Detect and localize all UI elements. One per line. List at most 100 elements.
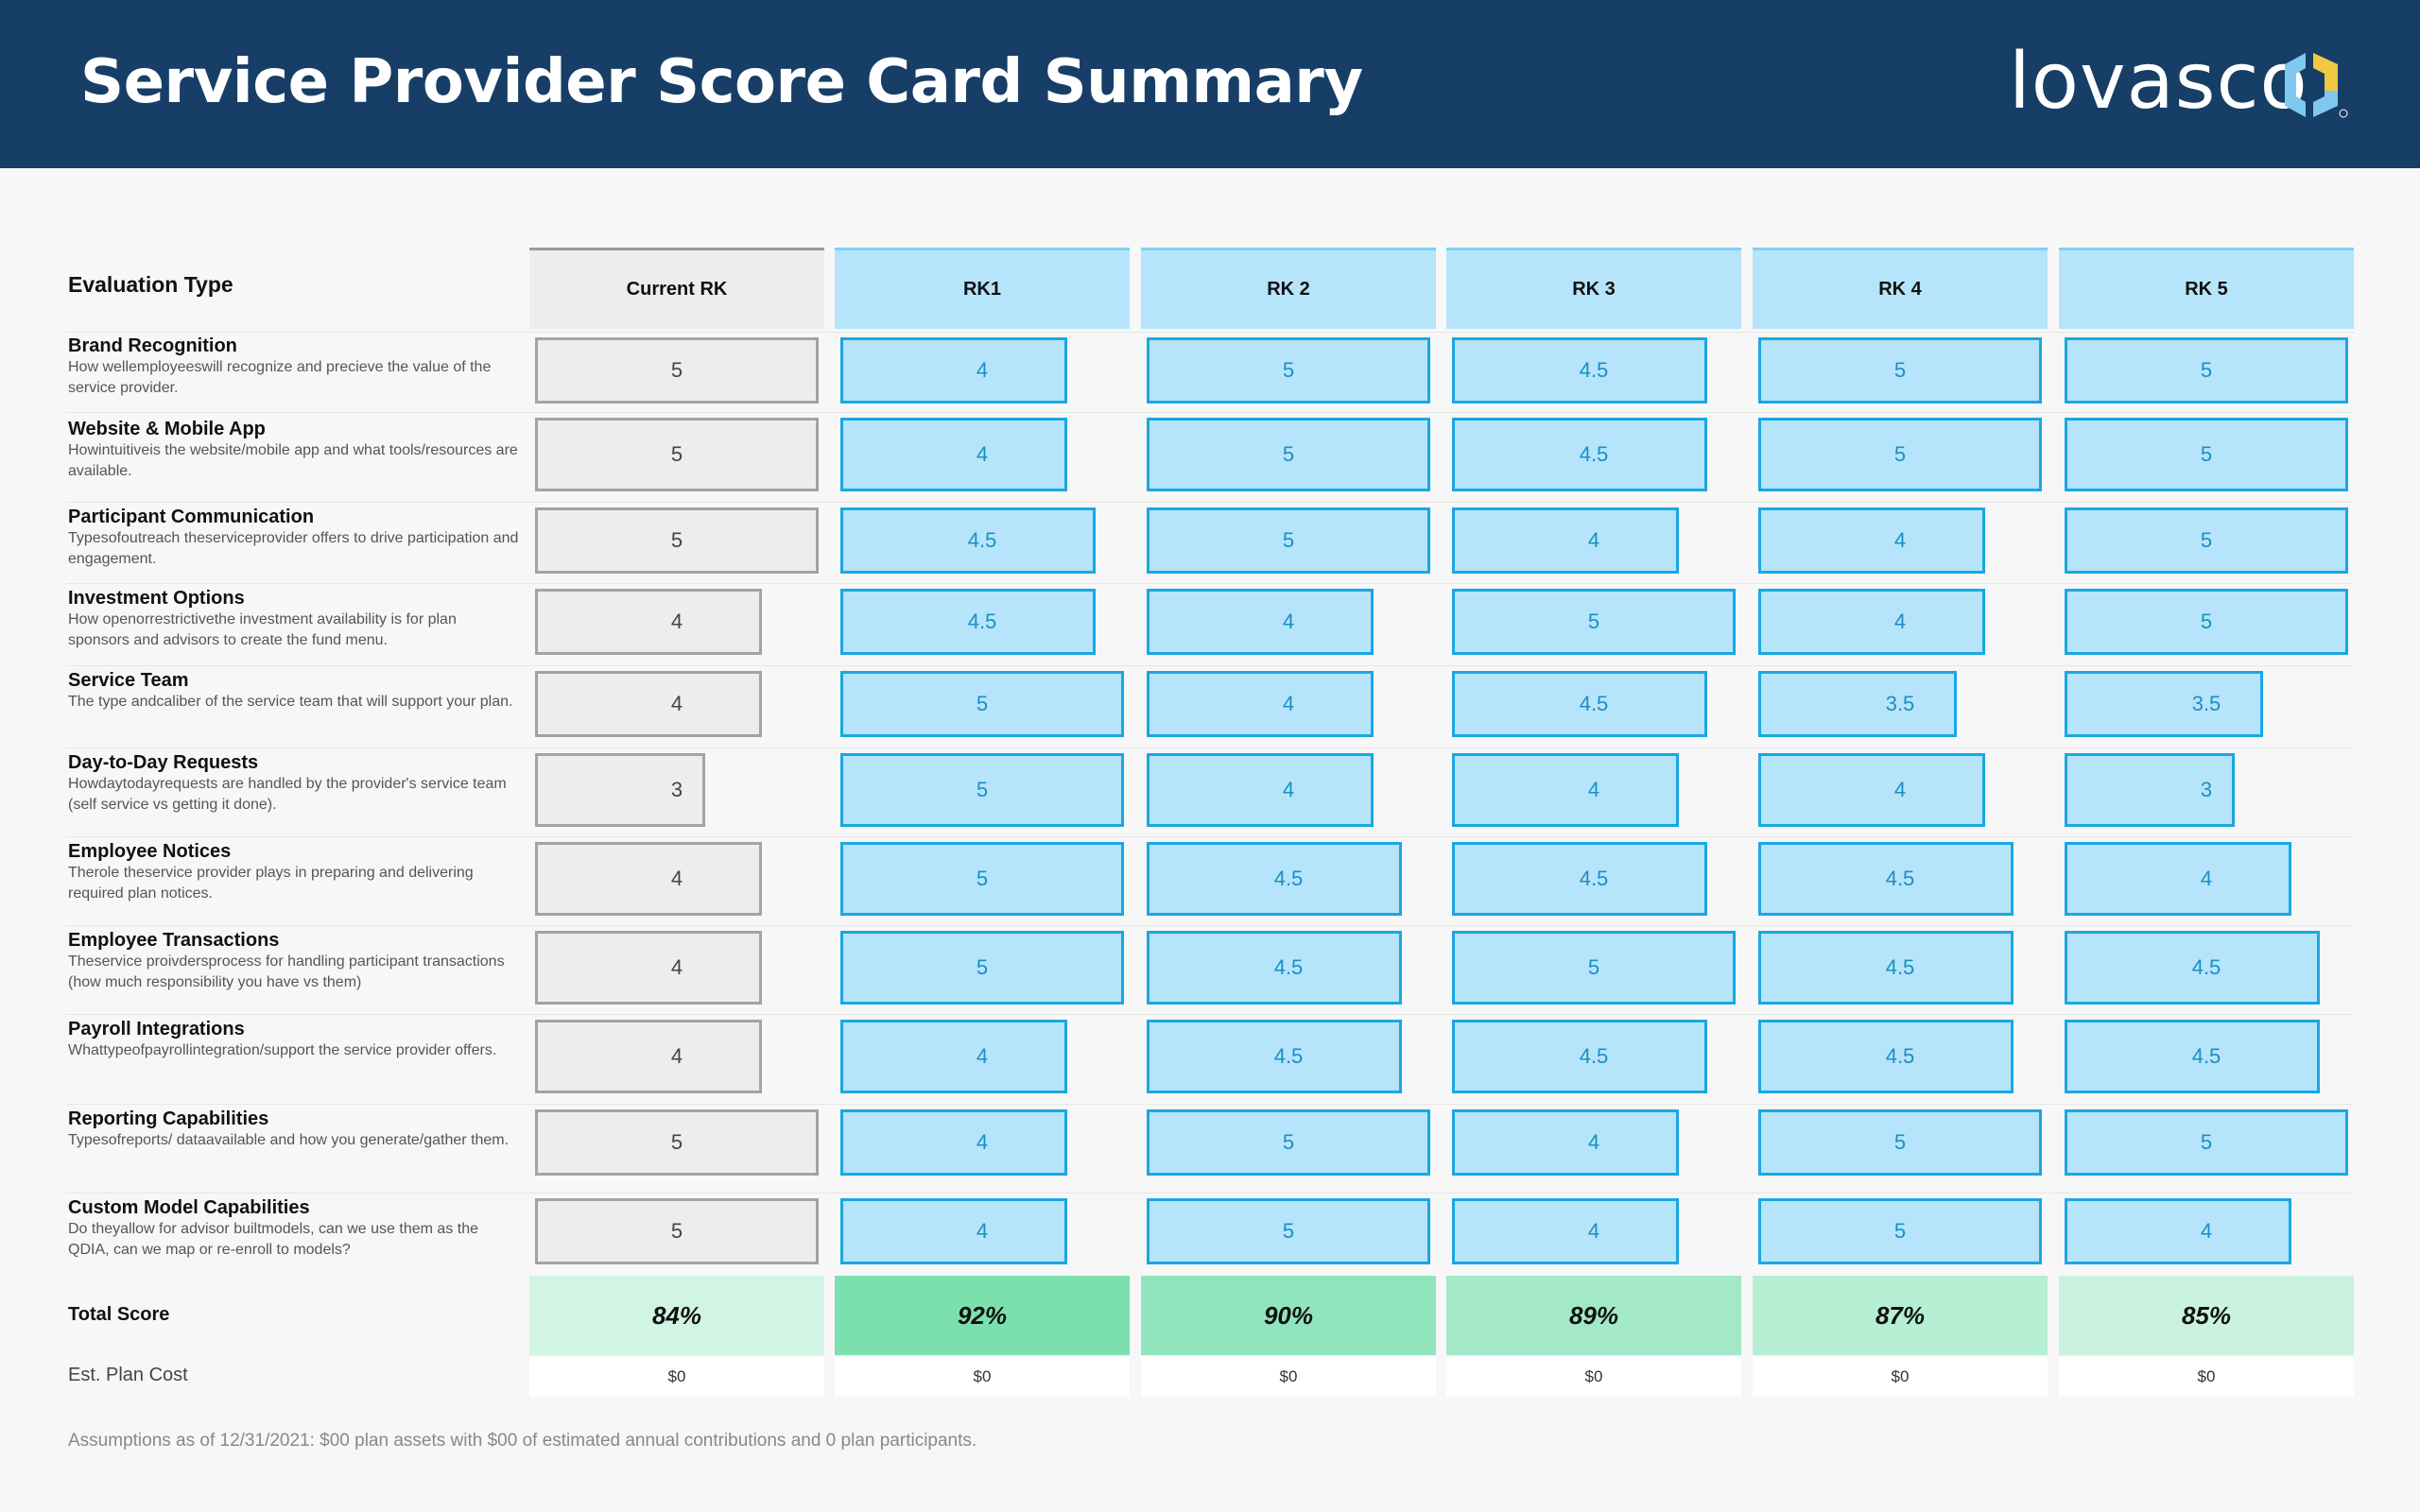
evaluation-title: Reporting Capabilities [68, 1108, 269, 1129]
score-bar: 4 [2065, 842, 2291, 916]
score-value: 4 [670, 955, 683, 979]
score-value: 4 [976, 1219, 989, 1243]
score-value: 5 [976, 867, 989, 890]
score-value: 4 [2200, 867, 2213, 890]
score-bar: 4 [1758, 589, 1985, 655]
score-value: 3 [2200, 778, 2213, 801]
score-bar: 4.5 [1758, 1020, 2014, 1093]
evaluation-title: Investment Options [68, 588, 245, 609]
row-divider [66, 836, 2354, 837]
evaluation-title: Custom Model Capabilities [68, 1197, 310, 1218]
score-bar: 5 [840, 671, 1124, 737]
score-bar: 4.5 [1147, 1020, 1402, 1093]
total-score-value: 85% [2059, 1276, 2354, 1355]
column-header-rk1: RK1 [835, 248, 1130, 329]
evaluation-row-label: Employee Transactions Theservice proivder… [68, 929, 522, 993]
evaluation-row-label: Employee Notices Therole theservice provi… [68, 840, 522, 904]
score-value: 5 [2200, 358, 2213, 382]
score-bar: 4 [535, 1020, 762, 1093]
score-value: 5 [670, 528, 683, 552]
evaluation-title: Participant Communication [68, 507, 315, 527]
score-bar: 5 [535, 1198, 819, 1264]
score-value: 4 [1282, 610, 1295, 633]
score-value: 3 [670, 778, 683, 801]
evaluation-row-label: Day-to-Day Requests Howdaytodayrequests a… [68, 751, 522, 816]
score-bar: 5 [840, 842, 1124, 916]
score-value: 4 [670, 692, 683, 715]
score-bar: 5 [535, 337, 819, 404]
evaluation-row-label: Custom Model Capabilities Do theyallow fo… [68, 1196, 522, 1261]
evaluation-title: Brand Recognition [68, 335, 237, 356]
score-value: 5 [1282, 1219, 1295, 1243]
score-bar: 4 [535, 842, 762, 916]
score-value: 5 [1282, 442, 1295, 466]
score-bar: 4 [1147, 671, 1374, 737]
score-bar: 5 [1758, 337, 2042, 404]
score-value: 4 [670, 867, 683, 890]
column-header-rk4: RK 4 [1753, 248, 2048, 329]
score-value: 5 [976, 778, 989, 801]
score-bar: 4 [1452, 1109, 1679, 1176]
score-value: 5 [1893, 1130, 1907, 1154]
column-header-rk5: RK 5 [2059, 248, 2354, 329]
score-bar: 4 [840, 418, 1067, 491]
evaluation-row-label: Brand Recognition How wellemployeeswill r… [68, 335, 522, 399]
score-bar: 4 [840, 1020, 1067, 1093]
score-bar: 4.5 [1147, 931, 1402, 1005]
score-bar: 5 [1147, 337, 1430, 404]
total-score-value: 84% [529, 1276, 824, 1355]
plan-cost-value: $0 [1141, 1357, 1436, 1397]
score-bar: 5 [2065, 589, 2348, 655]
plan-cost-value: $0 [1753, 1357, 2048, 1397]
score-bar: 4.5 [2065, 931, 2320, 1005]
score-bar: 4.5 [1758, 931, 2014, 1005]
score-value: 4 [1893, 610, 1907, 633]
score-bar: 4.5 [1452, 671, 1707, 737]
score-value: 3.5 [2191, 692, 2221, 715]
score-bar: 4 [535, 671, 762, 737]
score-bar: 4 [535, 931, 762, 1005]
row-divider [66, 1014, 2354, 1015]
row-divider [66, 332, 2354, 333]
score-bar: 4 [840, 337, 1067, 404]
score-value: 4 [1587, 528, 1600, 552]
score-value: 4 [670, 610, 683, 633]
score-bar: 4 [1758, 507, 1985, 574]
score-bar: 5 [2065, 507, 2348, 574]
score-value: 5 [2200, 1130, 2213, 1154]
score-value: 4.5 [1885, 1044, 1915, 1068]
score-value: 4.5 [1579, 1044, 1609, 1068]
score-bar: 4.5 [1452, 842, 1707, 916]
score-value: 4 [1587, 1130, 1600, 1154]
score-value: 5 [670, 1130, 683, 1154]
score-value: 4.5 [967, 610, 997, 633]
score-value: 4.5 [1273, 867, 1304, 890]
evaluation-row-label: Participant Communication Typesofoutreach… [68, 506, 522, 570]
score-bar: 4.5 [1452, 1020, 1707, 1093]
score-bar: 5 [1147, 1198, 1430, 1264]
column-header-rk2: RK 2 [1141, 248, 1436, 329]
plan-cost-value: $0 [835, 1357, 1130, 1397]
score-value: 4.5 [1273, 955, 1304, 979]
score-bar: 4.5 [1758, 842, 2014, 916]
row-divider [66, 583, 2354, 584]
score-value: 5 [2200, 528, 2213, 552]
score-bar: 4 [1147, 589, 1374, 655]
score-value: 4 [976, 358, 989, 382]
score-value: 4 [1893, 778, 1907, 801]
score-bar: 5 [535, 507, 819, 574]
score-bar: 4 [840, 1198, 1067, 1264]
score-value: 4.5 [1885, 955, 1915, 979]
score-bar: 3.5 [1758, 671, 1957, 737]
score-value: 4.5 [2191, 955, 2221, 979]
evaluation-title: Day-to-Day Requests [68, 752, 259, 773]
score-value: 4 [1893, 528, 1907, 552]
score-bar: 5 [1758, 1109, 2042, 1176]
score-value: 5 [1587, 610, 1600, 633]
evaluation-type-header: Evaluation Type [68, 272, 233, 297]
evaluation-row-label: Service Team The type andcaliber of the s… [68, 669, 522, 713]
score-bar: 5 [535, 1109, 819, 1176]
score-bar: 4.5 [1452, 418, 1707, 491]
score-bar: 3.5 [2065, 671, 2263, 737]
row-divider [66, 925, 2354, 926]
